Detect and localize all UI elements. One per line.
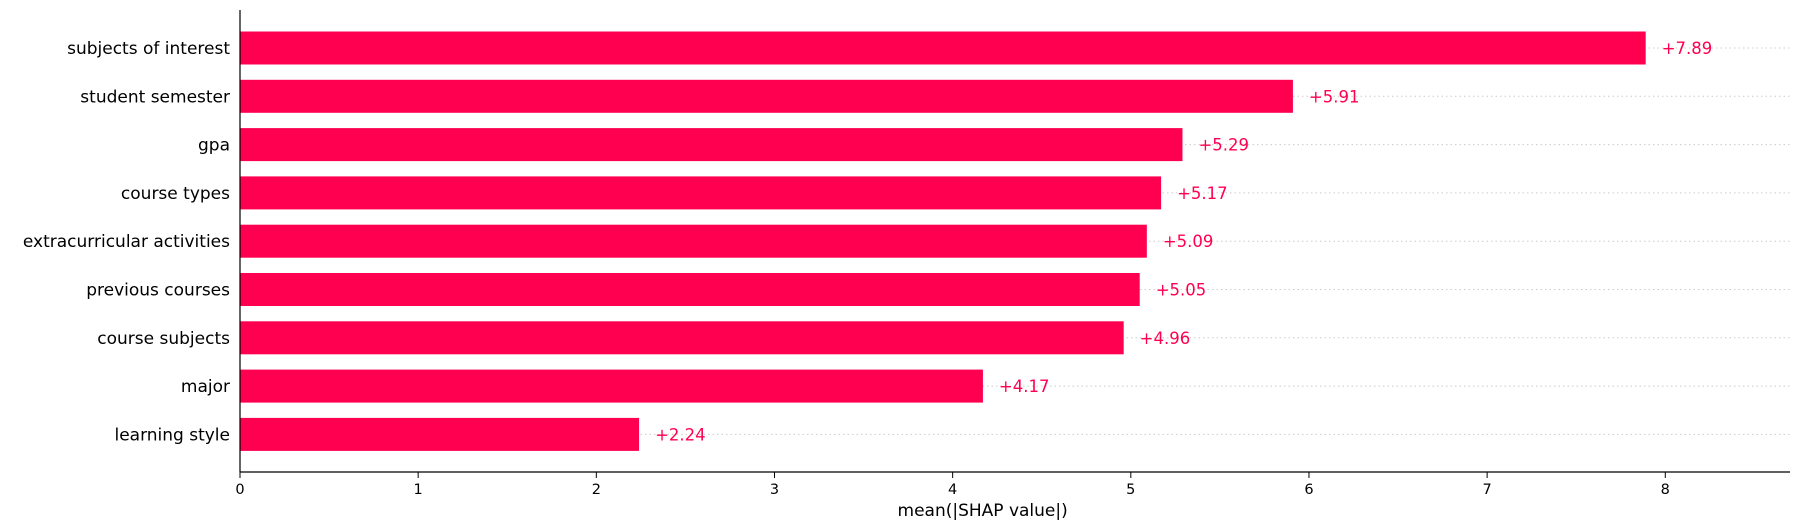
category-label: previous courses [86, 281, 230, 301]
x-tick-label: 8 [1661, 482, 1670, 498]
bar-course-types [240, 176, 1162, 210]
bar-major [240, 369, 983, 403]
category-label: course types [121, 184, 230, 204]
value-label: +7.89 [1662, 39, 1713, 58]
value-label: +5.05 [1156, 281, 1207, 300]
category-label: subjects of interest [67, 39, 230, 59]
category-label: gpa [198, 136, 230, 156]
value-label: +5.29 [1198, 136, 1249, 155]
category-label: learning style [114, 425, 230, 445]
bar-student-semester [240, 79, 1293, 113]
x-tick-label: 1 [414, 482, 423, 498]
bar-extracurricular-activities [240, 224, 1147, 258]
category-labels: subjects of interest student semester gpa c… [23, 39, 230, 445]
value-label: +5.09 [1163, 232, 1214, 251]
category-label: course subjects [97, 329, 230, 349]
x-tick-label: 3 [770, 482, 779, 498]
axes [239, 10, 1790, 473]
value-labels: +7.89 +5.91 +5.29 +5.17 +5.09 +5.05 +4.96 +4.17… [655, 39, 1712, 444]
bars [240, 31, 1646, 451]
x-axis-title: mean(|SHAP value|) [898, 501, 1068, 521]
value-label: +5.91 [1309, 87, 1360, 106]
bar-subjects-of-interest [240, 31, 1646, 65]
bar-course-subjects [240, 321, 1124, 355]
value-label: +4.96 [1140, 329, 1191, 348]
x-tick-label: 0 [235, 482, 244, 498]
x-tick-label: 5 [1126, 482, 1135, 498]
bar-learning-style [240, 417, 640, 451]
bar-gpa [240, 128, 1183, 162]
category-label: extracurricular activities [23, 232, 230, 252]
bar-previous-courses [240, 273, 1140, 306]
value-label: +5.17 [1177, 184, 1228, 203]
x-tick-label: 6 [1304, 482, 1313, 498]
value-label: +2.24 [655, 425, 706, 444]
category-label: major [181, 377, 230, 397]
category-label: student semester [80, 87, 230, 107]
x-tick-label: 2 [592, 482, 601, 498]
x-ticks: 0 1 2 3 4 5 6 7 8 [235, 472, 1670, 498]
x-tick-label: 4 [948, 482, 957, 498]
value-label: +4.17 [999, 377, 1050, 396]
x-tick-label: 7 [1483, 482, 1492, 498]
